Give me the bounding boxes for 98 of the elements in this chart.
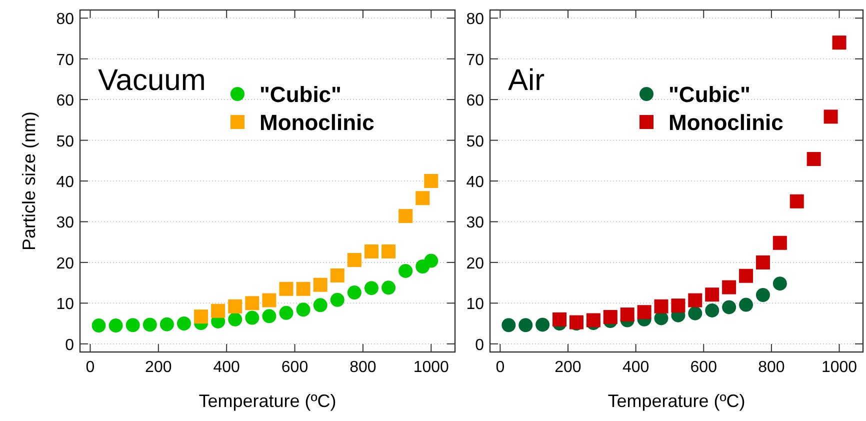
point bbox=[194, 310, 208, 324]
y-tick-label: 40 bbox=[466, 174, 484, 191]
x-axis-title: Temperature (ºC) bbox=[608, 391, 746, 411]
point bbox=[739, 268, 754, 283]
point bbox=[518, 318, 533, 332]
point bbox=[654, 299, 668, 314]
point bbox=[330, 268, 344, 282]
point bbox=[245, 310, 260, 325]
point bbox=[279, 282, 294, 296]
point bbox=[756, 288, 770, 302]
point bbox=[296, 282, 310, 296]
point bbox=[228, 312, 242, 326]
point bbox=[552, 312, 567, 326]
point bbox=[347, 286, 362, 300]
y-tick-label: 50 bbox=[466, 133, 484, 150]
point bbox=[126, 318, 140, 332]
point bbox=[382, 244, 396, 258]
x-tick-label: 400 bbox=[622, 359, 650, 376]
point bbox=[586, 313, 600, 328]
y-tick-label: 80 bbox=[466, 11, 484, 28]
point bbox=[313, 298, 328, 312]
y-tick-label: 70 bbox=[466, 52, 484, 69]
point bbox=[502, 318, 516, 332]
y-tick-label: 10 bbox=[466, 296, 484, 314]
point bbox=[722, 300, 736, 314]
point bbox=[347, 252, 362, 267]
y-tick-label: 30 bbox=[56, 214, 74, 232]
x-tick-label: 400 bbox=[213, 359, 240, 376]
point bbox=[705, 288, 720, 302]
point bbox=[722, 280, 736, 294]
y-tick-label: 50 bbox=[56, 133, 74, 150]
point bbox=[637, 305, 652, 320]
point bbox=[620, 308, 634, 322]
point bbox=[296, 302, 310, 317]
x-tick-label: 600 bbox=[281, 359, 308, 376]
point bbox=[824, 110, 838, 124]
legend-label: Monoclinic bbox=[260, 110, 374, 135]
legend-label: "Cubic" bbox=[668, 82, 750, 107]
point bbox=[790, 194, 804, 208]
point bbox=[313, 278, 328, 292]
point bbox=[424, 254, 438, 268]
y-tick-label: 60 bbox=[56, 92, 74, 110]
legend-label: Monoclinic bbox=[668, 110, 784, 135]
point bbox=[364, 244, 378, 258]
point bbox=[279, 306, 294, 320]
point bbox=[142, 318, 157, 332]
y-tick-label: 0 bbox=[65, 336, 74, 354]
point bbox=[772, 276, 787, 291]
legend-label: "Cubic" bbox=[260, 82, 342, 107]
annotation: Vacuum bbox=[98, 64, 206, 97]
point bbox=[262, 309, 276, 324]
point bbox=[228, 299, 242, 314]
y-tick-label: 20 bbox=[466, 255, 484, 272]
point bbox=[176, 316, 191, 330]
point bbox=[603, 310, 618, 324]
y-tick-label: 30 bbox=[466, 214, 484, 232]
point bbox=[688, 293, 702, 308]
point bbox=[424, 174, 438, 188]
x-axis-title: Temperature (ºC) bbox=[198, 391, 336, 411]
x-tick-label: 800 bbox=[350, 359, 376, 376]
x-tick-label: 0 bbox=[86, 359, 95, 376]
y-axis-title: Particle size (nm) bbox=[19, 111, 39, 251]
point bbox=[262, 293, 276, 308]
x-tick-label: 800 bbox=[758, 359, 785, 376]
point bbox=[772, 236, 787, 250]
x-tick-label: 1000 bbox=[413, 359, 450, 376]
x-tick-label: 200 bbox=[145, 359, 172, 376]
point bbox=[705, 303, 720, 318]
point bbox=[211, 304, 226, 318]
point bbox=[756, 255, 770, 270]
point bbox=[245, 296, 260, 310]
point bbox=[688, 306, 702, 320]
y-tick-label: 10 bbox=[56, 296, 74, 314]
point bbox=[108, 318, 123, 333]
point bbox=[92, 318, 106, 333]
point bbox=[382, 280, 396, 295]
point bbox=[398, 264, 413, 278]
point bbox=[739, 298, 754, 312]
point bbox=[364, 281, 378, 296]
point bbox=[806, 152, 821, 166]
x-tick-label: 1000 bbox=[821, 359, 858, 376]
point bbox=[416, 191, 430, 206]
point bbox=[398, 209, 413, 224]
y-tick-label: 60 bbox=[466, 92, 484, 110]
point bbox=[671, 298, 686, 313]
x-tick-label: 0 bbox=[496, 359, 505, 376]
x-tick-label: 600 bbox=[690, 359, 718, 376]
y-tick-label: 70 bbox=[56, 52, 74, 69]
y-tick-label: 0 bbox=[475, 336, 484, 354]
x-tick-label: 200 bbox=[554, 359, 582, 376]
y-tick-label: 40 bbox=[56, 174, 74, 191]
point bbox=[536, 318, 550, 332]
point bbox=[330, 292, 344, 307]
point bbox=[832, 36, 846, 50]
y-tick-label: 80 bbox=[56, 11, 74, 28]
point bbox=[160, 317, 174, 332]
y-tick-label: 20 bbox=[56, 255, 74, 272]
annotation: Air bbox=[508, 64, 545, 97]
